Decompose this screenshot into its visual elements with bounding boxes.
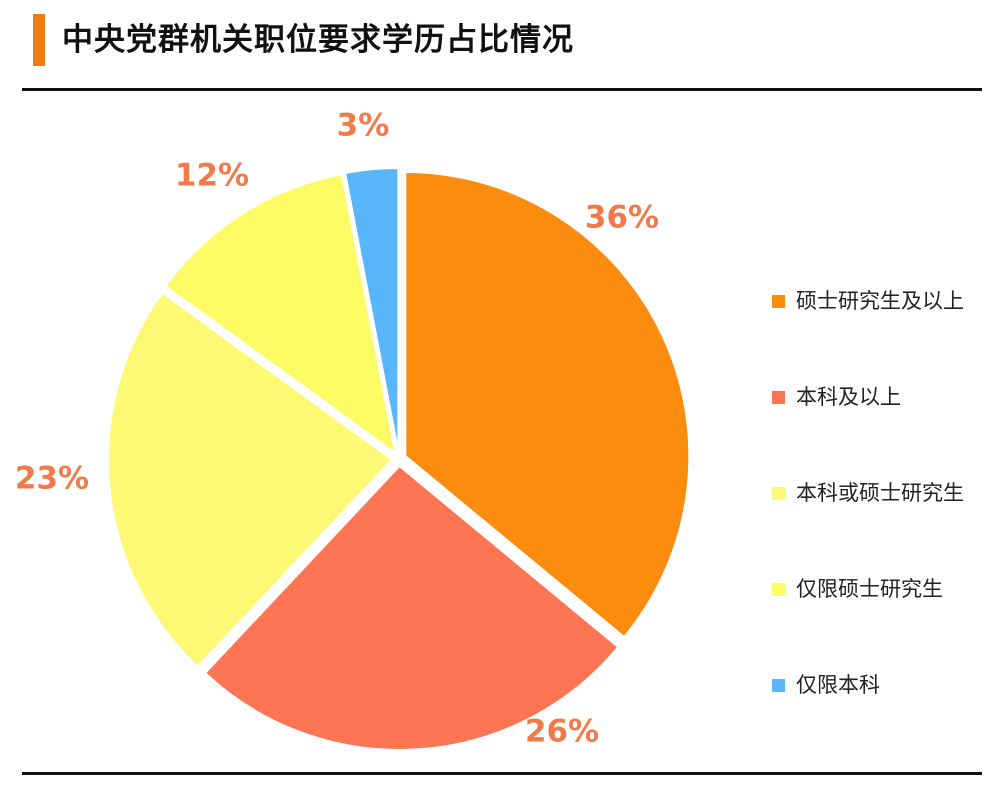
legend-label: 本科或硕士研究生 xyxy=(796,481,964,505)
pie-slice-4 xyxy=(164,172,397,456)
slice-value-label-3: 23% xyxy=(15,461,89,497)
legend-swatch xyxy=(772,583,785,596)
bottom-divider xyxy=(22,772,982,775)
legend-swatch xyxy=(772,679,785,692)
slice-value-label-2: 26% xyxy=(525,714,599,750)
pie-slice-5 xyxy=(343,167,400,453)
slice-value-label-5: 3% xyxy=(337,108,390,144)
chart-title: 中央党群机关职位要求学历占比情况 xyxy=(62,22,574,58)
slice-value-label-1: 36% xyxy=(585,200,659,236)
legend-swatch xyxy=(772,391,785,404)
slice-value-label-4: 12% xyxy=(175,158,249,194)
pie-slice-1 xyxy=(404,171,691,639)
legend-label: 仅限本科 xyxy=(796,673,880,697)
legend-label: 硕士研究生及以上 xyxy=(796,289,964,313)
legend-label: 仅限硕士研究生 xyxy=(796,577,943,601)
legend-swatch xyxy=(772,487,785,500)
legend-label: 本科及以上 xyxy=(796,385,901,409)
pie-slice-3 xyxy=(107,291,394,669)
title-accent-bar xyxy=(33,14,45,66)
legend-swatch xyxy=(772,295,785,308)
pie-slice-2 xyxy=(203,464,620,751)
top-divider xyxy=(22,88,982,91)
